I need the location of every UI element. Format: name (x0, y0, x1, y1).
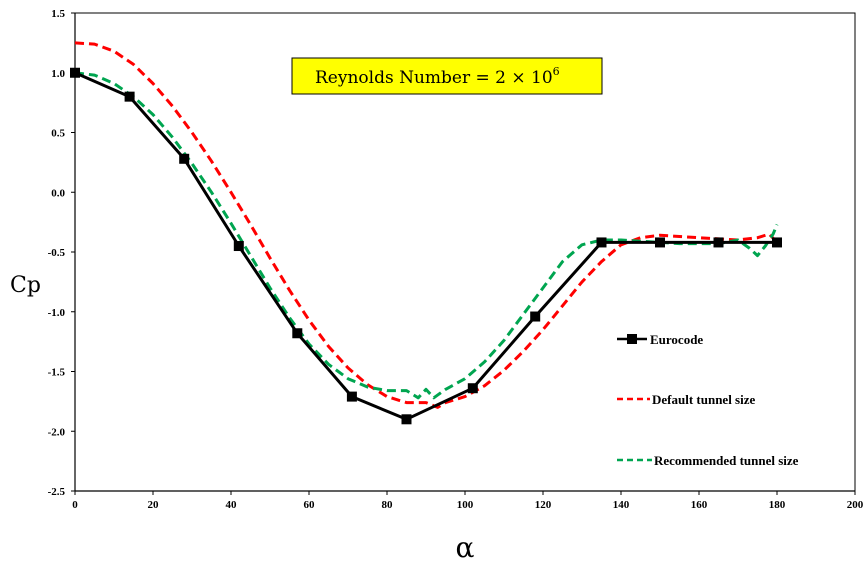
x-tick-label: 100 (457, 499, 474, 511)
legend-marker-eurocode (627, 334, 637, 344)
legend-label-eurocode: Eurocode (650, 332, 703, 347)
y-tick-label: -1.5 (48, 367, 66, 379)
data-point-eurocode (346, 391, 357, 402)
y-tick-label: -2.5 (48, 486, 66, 498)
y-tick-label: -2.0 (48, 426, 66, 438)
y-axis-label: Cp (10, 273, 41, 298)
y-tick-label: 1.0 (51, 68, 65, 80)
y-tick-label: -0.5 (48, 247, 66, 259)
data-point-eurocode (655, 237, 665, 248)
data-point-eurocode (70, 67, 80, 78)
data-point-eurocode (530, 311, 541, 322)
x-tick-label: 20 (148, 499, 160, 511)
annotation-exponent: 6 (553, 65, 560, 78)
data-point-eurocode (124, 91, 135, 102)
x-tick-label: 60 (304, 499, 316, 511)
legend-item-recommended-tunnel: Recommended tunnel size (617, 453, 799, 468)
data-point-eurocode (772, 237, 782, 248)
data-point-eurocode (179, 153, 190, 164)
annotation-prefix: Reynolds Number = (315, 68, 495, 88)
data-point-eurocode (467, 383, 478, 394)
annotation-base: 2 × 10 (495, 68, 553, 88)
series-line-recommended-tunnel-size (74, 71, 779, 400)
legend-item-eurocode: Eurocode (617, 332, 703, 347)
x-axis-label: α (456, 531, 475, 564)
y-ticks: 1.5 1.0 0.5 0.0 -0.5 -1.0 -1.5 -2.0 -2.5 (48, 8, 75, 498)
x-tick-label: 40 (226, 499, 238, 511)
legend-label-recommended-tunnel: Recommended tunnel size (654, 453, 799, 468)
x-tick-label: 160 (691, 499, 708, 511)
x-tick-label: 200 (847, 499, 864, 511)
reynolds-annotation: Reynolds Number = 2 × 106 (291, 57, 603, 95)
legend-item-default-tunnel: Default tunnel size (617, 392, 756, 407)
y-tick-label: -1.0 (48, 307, 66, 319)
data-point-eurocode (233, 241, 244, 252)
series-line-default-tunnel-size (74, 41, 779, 409)
data-point-eurocode (713, 237, 724, 248)
x-ticks: 0 20 40 60 80 100 120 140 160 180 200 (72, 491, 864, 511)
annotation-text: Reynolds Number = 2 × 106 (315, 65, 560, 88)
legend: Eurocode Default tunnel size Recommended… (617, 332, 799, 468)
x-tick-label: 180 (769, 499, 786, 511)
y-tick-label: 0.0 (51, 187, 65, 199)
series-layer (70, 41, 782, 425)
data-point-eurocode (292, 328, 303, 339)
series-line-eurocode (74, 71, 777, 421)
y-tick-label: 1.5 (51, 8, 65, 20)
y-tick-label: 0.5 (51, 128, 65, 140)
annotation-box (291, 57, 603, 95)
data-point-eurocode (596, 237, 607, 248)
data-point-eurocode (401, 414, 412, 425)
x-tick-label: 120 (535, 499, 552, 511)
x-tick-label: 0 (72, 499, 78, 511)
legend-label-default-tunnel: Default tunnel size (652, 392, 756, 407)
x-tick-label: 140 (613, 499, 630, 511)
x-tick-label: 80 (382, 499, 394, 511)
